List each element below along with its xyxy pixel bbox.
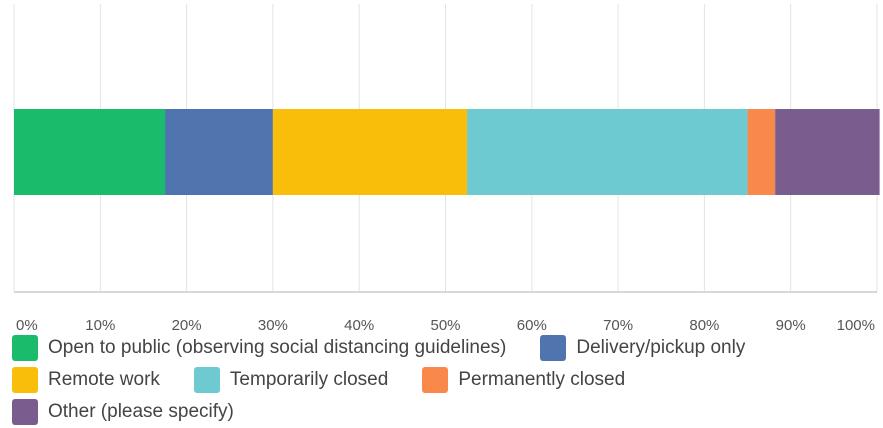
legend-label: Permanently closed (458, 369, 626, 390)
x-tick-label: 100% (837, 317, 875, 332)
x-tick-label: 40% (344, 317, 374, 332)
legend-swatch (540, 335, 567, 361)
bar-segment-4 (747, 109, 776, 195)
legend-label: Open to public (observing social distanc… (48, 337, 507, 358)
legend-row-3: Other (please specify) (12, 396, 872, 428)
legend-swatch (12, 367, 38, 393)
bar-segments (14, 109, 880, 195)
legend: Open to public (observing social distanc… (12, 332, 872, 428)
legend-label: Other (please specify) (48, 401, 234, 422)
legend-item-temporarily-closed: Temporarily closed (193, 367, 389, 393)
x-tick-label: 0% (16, 317, 38, 332)
legend-item-open-to-public: Open to public (observing social distanc… (12, 335, 506, 361)
legend-label: Delivery/pickup only (576, 337, 746, 358)
legend-row-1: Open to public (observing social distanc… (12, 332, 872, 364)
legend-swatch (12, 335, 38, 361)
legend-item-remote-work: Remote work (12, 367, 160, 393)
bar-segment-3 (467, 109, 748, 195)
legend-swatch (193, 367, 220, 393)
bar-segment-2 (272, 109, 468, 195)
x-tick-label: 50% (430, 317, 460, 332)
legend-swatch (12, 399, 38, 425)
x-tick-label: 60% (517, 317, 547, 332)
bar-segment-5 (775, 109, 880, 195)
x-tick-label: 30% (258, 317, 288, 332)
bar-segment-0 (14, 109, 166, 195)
legend-item-delivery-pickup: Delivery/pickup only (540, 335, 745, 361)
bar-segment-1 (165, 109, 273, 195)
legend-item-other: Other (please specify) (12, 399, 234, 425)
x-tick-label: 70% (603, 317, 633, 332)
legend-label: Remote work (48, 369, 160, 390)
legend-swatch (422, 367, 449, 393)
x-tick-label: 80% (689, 317, 719, 332)
x-tick-label: 90% (776, 317, 806, 332)
legend-item-permanently-closed: Permanently closed (422, 367, 625, 393)
stacked-bar-chart: 0% 10% 20% 30% 40% 50% 60% 70% 80% 90% 100% (13, 4, 880, 332)
x-tick-label: 20% (172, 317, 202, 332)
legend-label: Temporarily closed (229, 369, 389, 390)
x-tick-labels: 0% 10% 20% 30% 40% 50% 60% 70% 80% 90% 100% (16, 317, 875, 332)
x-tick-label: 10% (85, 317, 115, 332)
legend-row-2: Remote work Temporarily closed Permanent… (12, 364, 872, 396)
